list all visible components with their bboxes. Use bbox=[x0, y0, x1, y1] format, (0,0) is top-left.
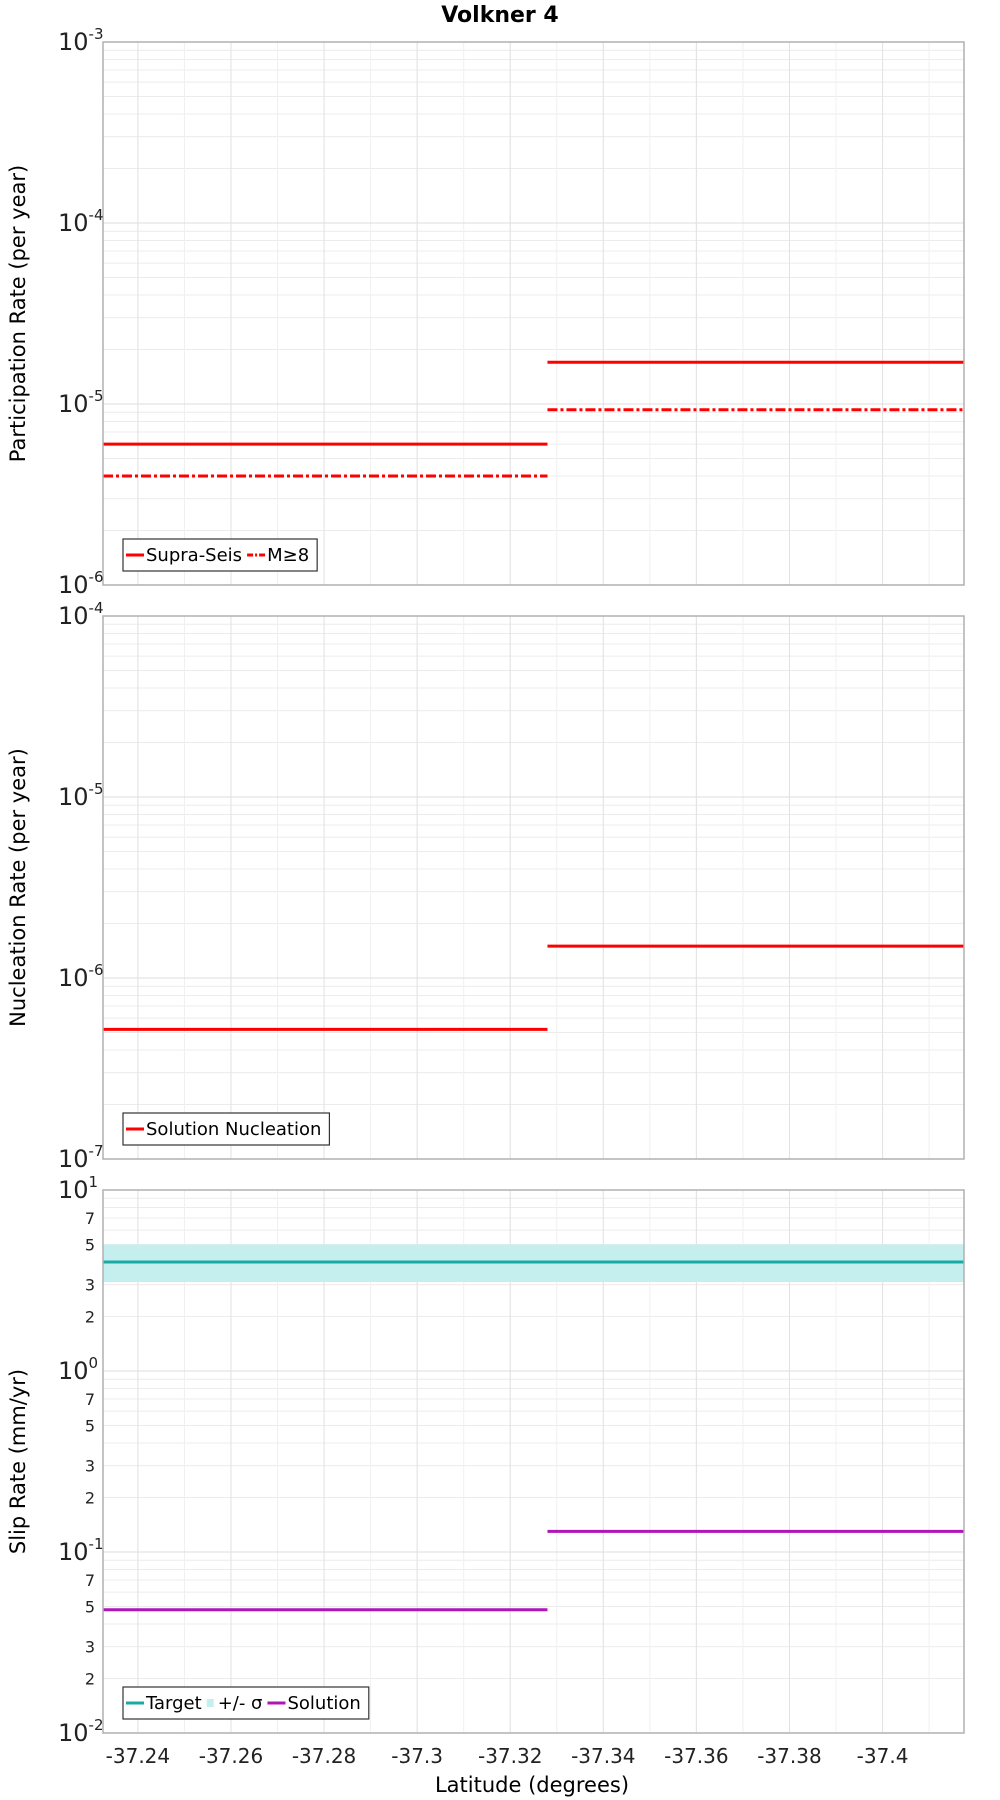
legend-label: Supra-Seis bbox=[146, 545, 242, 566]
y-tick-label: 10-1 bbox=[58, 1535, 104, 1566]
x-tick-label: -37.34 bbox=[571, 1744, 635, 1768]
y-minor-tick-label: 2 bbox=[85, 1308, 95, 1327]
plot-frame bbox=[102, 41, 965, 586]
y-tick-label: 10-6 bbox=[58, 568, 104, 599]
x-tick-label: -37.38 bbox=[757, 1744, 821, 1768]
chart-title: Volkner 4 bbox=[441, 3, 559, 28]
panel-3: 10-2 10-1 100 101 2 3 5 7 2 3 5 7 2 3 5 7 Slip Rate (mm/… bbox=[6, 1173, 965, 1747]
legend: Supra-Seis M≥8 bbox=[122, 538, 318, 572]
x-tick-label: -37.36 bbox=[664, 1744, 728, 1768]
y-tick-label: 10-4 bbox=[58, 599, 104, 630]
y-minor-tick-label: 7 bbox=[85, 1571, 95, 1590]
x-tick-label: -37.4 bbox=[857, 1744, 909, 1768]
x-tick-label: -37.26 bbox=[199, 1744, 263, 1768]
y-axis-label: Nucleation Rate (per year) bbox=[6, 748, 30, 1027]
legend-label: Target bbox=[145, 1693, 202, 1714]
y-minor-tick-label: 5 bbox=[85, 1235, 95, 1254]
y-tick-label: 10-7 bbox=[58, 1142, 104, 1173]
plot-frame bbox=[102, 1189, 965, 1734]
y-minor-tick-label: 3 bbox=[85, 1638, 95, 1657]
y-minor-tick-label: 7 bbox=[85, 1209, 95, 1228]
y-minor-tick-label: 5 bbox=[85, 1416, 95, 1435]
legend: Solution Nucleation bbox=[122, 1112, 331, 1146]
legend: Target +/- σ Solution bbox=[122, 1686, 370, 1720]
x-tick-label: -37.3 bbox=[391, 1744, 443, 1768]
y-axis-label: Slip Rate (mm/yr) bbox=[6, 1369, 30, 1554]
y-tick-label: 10-2 bbox=[58, 1716, 104, 1747]
legend-label: M≥8 bbox=[267, 545, 309, 566]
y-tick-label: 10-5 bbox=[58, 780, 104, 811]
legend-box bbox=[122, 1686, 370, 1720]
y-minor-tick-label: 3 bbox=[85, 1276, 95, 1295]
plot-area bbox=[103, 616, 964, 1159]
panel-2: 10-7 10-6 10-5 10-4 Nucleation Rate (per yea… bbox=[6, 599, 965, 1173]
y-tick-label: 10-4 bbox=[58, 206, 104, 237]
plot-frame bbox=[102, 615, 965, 1160]
y-tick-label: 10-6 bbox=[58, 961, 104, 992]
legend-label: +/- σ bbox=[218, 1693, 263, 1714]
y-tick-label: 10-3 bbox=[58, 25, 104, 56]
legend-swatch bbox=[206, 1699, 214, 1707]
y-minor-tick-label: 2 bbox=[85, 1489, 95, 1508]
y-minor-tick-label: 7 bbox=[85, 1390, 95, 1409]
x-axis-label: Latitude (degrees) bbox=[435, 1773, 629, 1797]
plot-area bbox=[103, 42, 964, 585]
x-tick-label: -37.28 bbox=[292, 1744, 356, 1768]
y-axis-label: Participation Rate (per year) bbox=[6, 165, 30, 462]
y-minor-tick-label: 3 bbox=[85, 1457, 95, 1476]
y-minor-tick-label: 5 bbox=[85, 1597, 95, 1616]
legend-label: Solution bbox=[287, 1693, 360, 1714]
legend-box bbox=[122, 1112, 331, 1146]
y-tick-label: 101 bbox=[58, 1173, 98, 1204]
y-tick-label: 100 bbox=[58, 1354, 98, 1385]
legend-box bbox=[122, 538, 318, 572]
x-tick-label: -37.24 bbox=[106, 1744, 170, 1768]
y-tick-label: 10-5 bbox=[58, 387, 104, 418]
legend-label: Solution Nucleation bbox=[146, 1119, 321, 1140]
x-tick-label: -37.32 bbox=[478, 1744, 542, 1768]
panel-1: 10-6 10-5 10-4 10-3 Participation Rate (per … bbox=[6, 25, 965, 599]
y-minor-tick-label: 2 bbox=[85, 1670, 95, 1689]
